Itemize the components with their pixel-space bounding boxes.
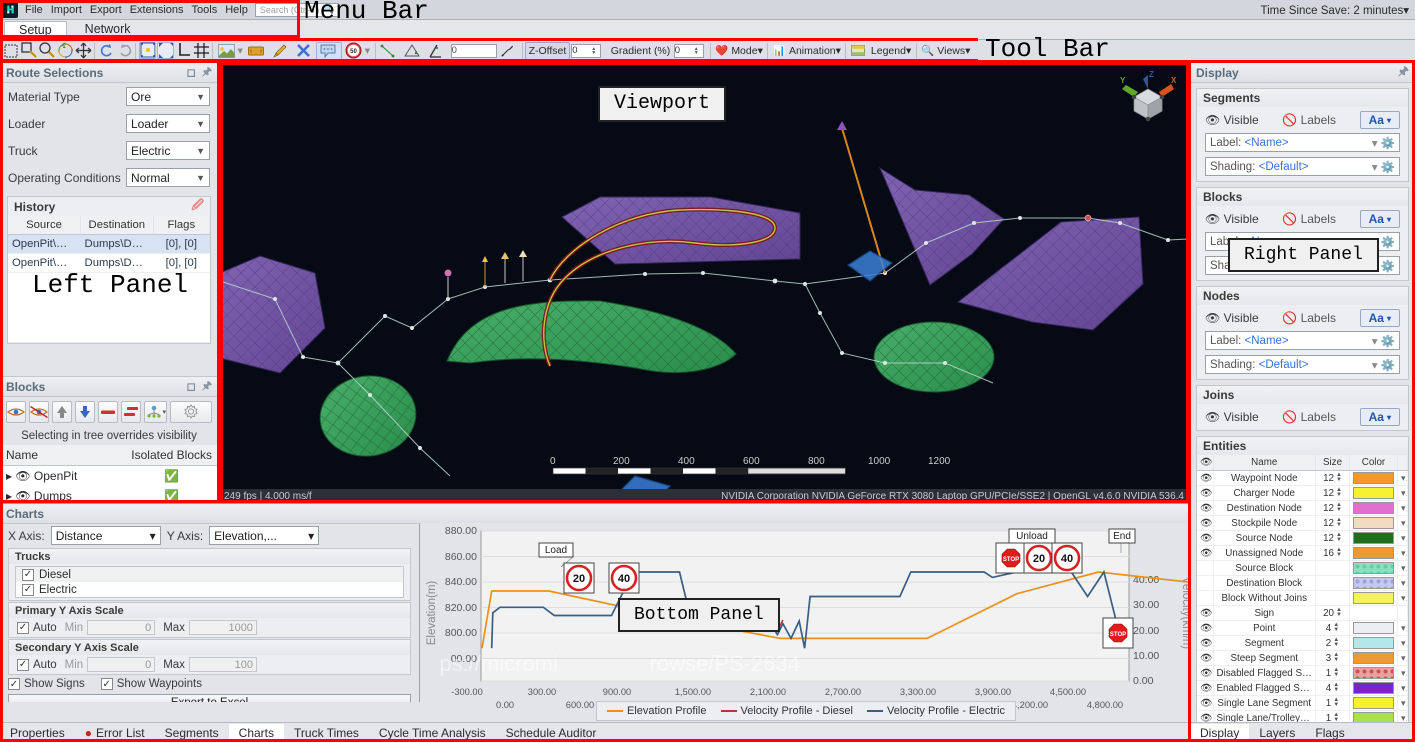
- svg-text:Elevation(m): Elevation(m): [426, 581, 438, 646]
- svg-text:600.00: 600.00: [566, 700, 594, 710]
- svg-text:860.00: 860.00: [445, 551, 477, 563]
- svg-text:50: 50: [350, 49, 357, 55]
- svg-text:Velocity(km/h): Velocity(km/h): [1180, 577, 1189, 649]
- svg-text:800: 800: [808, 456, 825, 467]
- svg-text:0: 0: [550, 456, 556, 467]
- svg-text:-300.00: -300.00: [451, 687, 483, 697]
- svg-text:Y: Y: [1120, 76, 1126, 85]
- svg-text:1000: 1000: [868, 456, 891, 467]
- svg-text:900.00: 900.00: [603, 687, 631, 697]
- svg-text:300.00: 300.00: [528, 687, 556, 697]
- svg-text:820.00: 820.00: [445, 602, 477, 614]
- svg-text:4,800.00: 4,800.00: [1087, 700, 1123, 710]
- svg-text:Load: Load: [545, 545, 567, 556]
- svg-text:20: 20: [1033, 553, 1045, 565]
- svg-text:Z: Z: [1149, 71, 1154, 79]
- svg-text:800.00: 800.00: [445, 627, 477, 639]
- svg-text:20.00: 20.00: [1133, 625, 1159, 637]
- svg-text:1200: 1200: [928, 456, 950, 467]
- svg-text:2,100.00: 2,100.00: [750, 687, 786, 697]
- svg-text:3,300.00: 3,300.00: [900, 687, 936, 697]
- svg-text:40: 40: [618, 573, 630, 585]
- svg-text:0.00: 0.00: [496, 700, 514, 710]
- svg-text:Unload: Unload: [1016, 531, 1048, 542]
- svg-text:30.00: 30.00: [1133, 599, 1159, 611]
- svg-text:End: End: [1113, 531, 1131, 542]
- svg-text:600: 600: [743, 456, 760, 467]
- svg-text:400: 400: [678, 456, 695, 467]
- svg-text:1,500.00: 1,500.00: [675, 687, 711, 697]
- svg-text:X: X: [1171, 76, 1177, 85]
- svg-text:880.00: 880.00: [445, 525, 477, 537]
- svg-text:4,200.00: 4,200.00: [1012, 700, 1048, 710]
- svg-text:2,700.00: 2,700.00: [825, 687, 861, 697]
- svg-text:20: 20: [573, 573, 585, 585]
- svg-text:200: 200: [613, 456, 630, 467]
- svg-text:3,900.00: 3,900.00: [975, 687, 1011, 697]
- svg-text:840.00: 840.00: [445, 576, 477, 588]
- svg-text:STOP: STOP: [1110, 632, 1126, 638]
- svg-text:STOP: STOP: [1003, 557, 1019, 563]
- svg-text:4,500.00: 4,500.00: [1050, 687, 1086, 697]
- svg-text:40: 40: [1061, 553, 1073, 565]
